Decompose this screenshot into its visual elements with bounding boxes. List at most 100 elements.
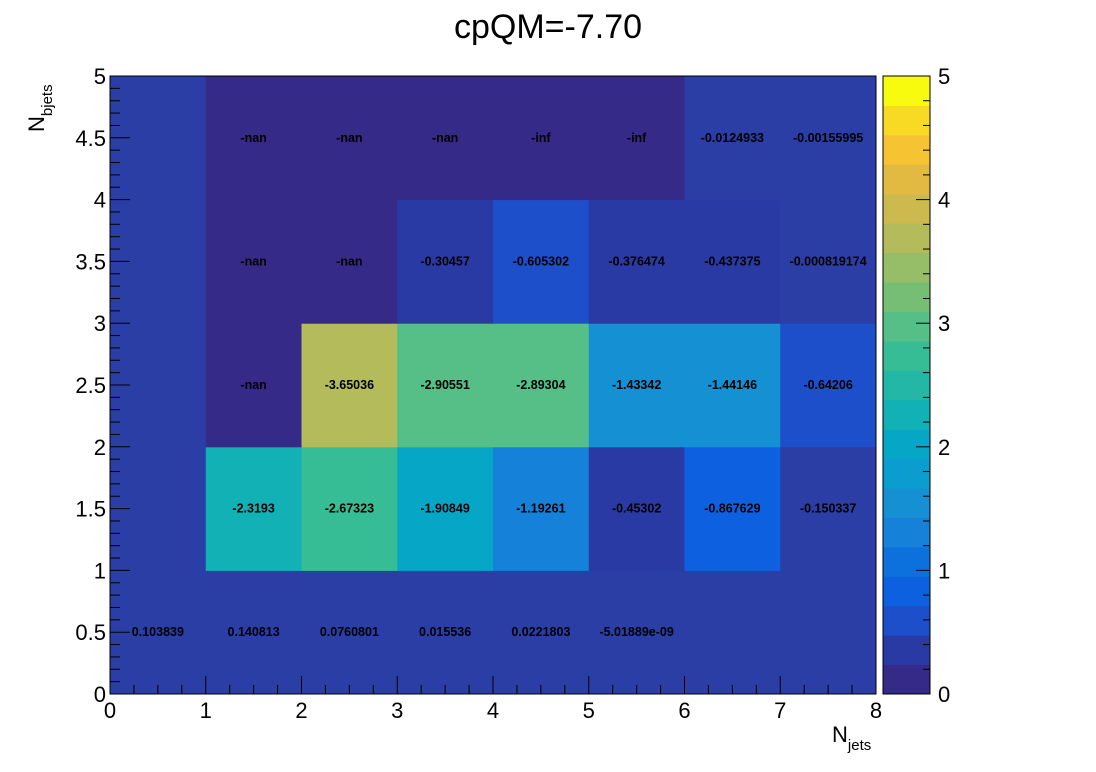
x-axis-tick-labels: 0 1 2 3 4 5 6 7 8 xyxy=(104,698,882,723)
palette-bin xyxy=(883,76,930,106)
x-axis-ticks xyxy=(109,676,877,694)
palette-bin xyxy=(883,164,930,195)
color-palette-frame xyxy=(882,75,931,695)
palette-bin xyxy=(883,635,930,666)
cell-value-label: -1.19261 xyxy=(516,502,565,516)
y-tick-label: 3.5 xyxy=(75,249,106,274)
heatmap-cell xyxy=(397,199,494,324)
palette-bin xyxy=(883,664,930,695)
cell-value-label: -inf xyxy=(531,131,551,145)
x-axis-label-main: N xyxy=(832,722,848,747)
cell-value-label: -0.30457 xyxy=(420,254,469,268)
palette-tick-label: 3 xyxy=(938,311,950,336)
palette-bin xyxy=(883,605,930,636)
heatmap-cell xyxy=(588,570,685,695)
heatmap-cell xyxy=(301,570,398,695)
color-palette xyxy=(883,76,930,695)
heatmap-cell xyxy=(301,199,398,324)
cell-value-label: -nan xyxy=(240,378,266,392)
palette-tick-label: 0 xyxy=(938,682,950,707)
heatmap-cell xyxy=(780,76,877,201)
palette-bin xyxy=(883,134,930,165)
heatmap-cell xyxy=(588,323,685,448)
cell-value-label: -1.44146 xyxy=(708,378,757,392)
palette-tick-label: 2 xyxy=(938,435,950,460)
heatmap-cell xyxy=(205,323,302,448)
heatmap-empty-cell xyxy=(684,570,781,695)
palette-bin xyxy=(883,311,930,342)
x-axis-label: Njets xyxy=(832,722,871,754)
cell-value-label: -3.65036 xyxy=(325,378,374,392)
heatmap-cell xyxy=(684,199,781,324)
y-tick-label: 2 xyxy=(94,435,106,460)
x-tick-label: 4 xyxy=(487,698,499,723)
cell-value-label: -5.01889e-09 xyxy=(599,625,673,639)
cell-value-label: -nan xyxy=(336,131,362,145)
cell-value-label: -1.43342 xyxy=(612,378,661,392)
palette-bin xyxy=(883,340,930,371)
palette-tick-label: 1 xyxy=(938,558,950,583)
palette-bin xyxy=(883,223,930,254)
chart-title: cpQM=-7.70 xyxy=(454,8,642,46)
cell-value-label: -2.67323 xyxy=(325,502,374,516)
x-tick-label: 2 xyxy=(295,698,307,723)
color-palette-tick-labels: 0 1 2 3 4 5 xyxy=(938,64,950,707)
y-axis-label-subscript: bjets xyxy=(39,84,56,116)
cell-value-label: -2.3193 xyxy=(232,502,274,516)
heatmap-empty-cell xyxy=(780,570,877,695)
y-tick-label: 1.5 xyxy=(75,497,106,522)
heatmap-cell xyxy=(588,199,685,324)
heatmap-cell xyxy=(397,323,494,448)
x-tick-label: 5 xyxy=(583,698,595,723)
cell-value-label: -0.605302 xyxy=(513,254,569,268)
palette-bin xyxy=(883,282,930,312)
palette-bin xyxy=(883,488,930,518)
heatmap-cell xyxy=(780,446,877,571)
cell-value-label: -nan xyxy=(240,131,266,145)
x-tick-label: 3 xyxy=(391,698,403,723)
cell-value-label: -0.376474 xyxy=(608,254,664,268)
cell-value-label: -0.867629 xyxy=(704,502,760,516)
palette-tick-label: 5 xyxy=(938,64,950,89)
heatmap-cell xyxy=(205,570,302,695)
cell-value-label: -nan xyxy=(336,254,362,268)
palette-bin xyxy=(883,105,930,136)
y-axis-label: Nbjets xyxy=(24,84,56,132)
cell-value-label: -0.000819174 xyxy=(790,254,867,268)
heatmap-cell xyxy=(301,446,398,571)
palette-bin xyxy=(883,546,930,577)
cell-value-label: 0.0760801 xyxy=(320,625,379,639)
y-tick-label: 1 xyxy=(94,558,106,583)
palette-bin xyxy=(883,458,930,489)
palette-bin xyxy=(883,193,930,224)
heatmap-cell xyxy=(397,446,494,571)
heatmap-cell xyxy=(301,323,398,448)
heatmap-cell xyxy=(397,570,494,695)
heatmap-cell xyxy=(684,446,781,571)
cell-value-label: -nan xyxy=(432,131,458,145)
cell-value-label: -0.437375 xyxy=(704,254,760,268)
heatmap-cells xyxy=(110,76,877,695)
cell-value-label: -0.45302 xyxy=(612,502,661,516)
y-tick-label: 4.5 xyxy=(75,126,106,151)
y-tick-label: 0 xyxy=(94,682,106,707)
cell-value-label: -0.64206 xyxy=(803,378,852,392)
heatmap-cell xyxy=(493,570,590,695)
palette-bin xyxy=(883,252,930,283)
cell-value-label: -2.89304 xyxy=(516,378,565,392)
heatmap-cell xyxy=(301,76,398,201)
color-palette-ticks xyxy=(916,75,930,695)
heatmap-cell xyxy=(493,76,590,201)
heatmap-cell xyxy=(493,323,590,448)
heatmap-cell xyxy=(588,446,685,571)
palette-bin xyxy=(883,399,930,430)
y-axis-label-main: N xyxy=(24,116,49,132)
y-tick-label: 0.5 xyxy=(75,620,106,645)
palette-bin xyxy=(883,429,930,460)
cell-value-label: 0.0221803 xyxy=(511,625,570,639)
cell-value-label: 0.103839 xyxy=(132,625,184,639)
x-tick-label: 6 xyxy=(678,698,690,723)
y-tick-label: 4 xyxy=(94,188,106,213)
heatmap-cell xyxy=(493,199,590,324)
y-tick-label: 2.5 xyxy=(75,373,106,398)
